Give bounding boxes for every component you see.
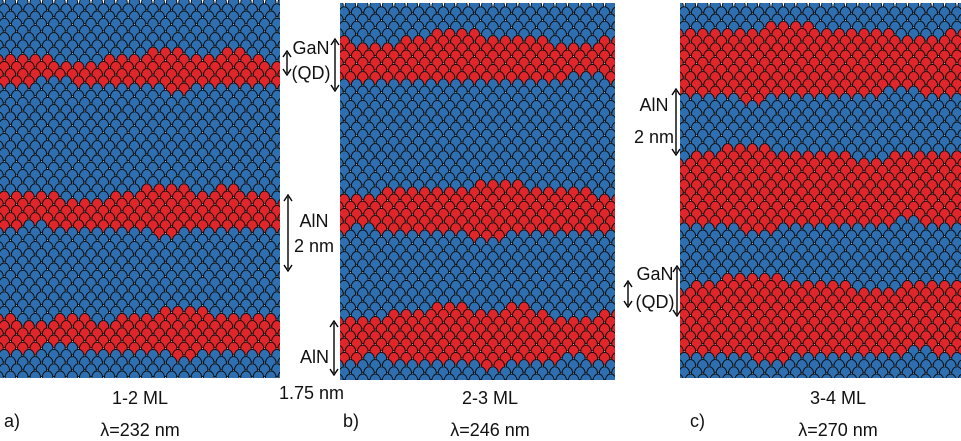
aln-atom [178, 370, 190, 378]
panel-c-wavelength: λ=270 nm [798, 420, 878, 440]
aln-atom [17, 370, 29, 378]
aln-atom [369, 373, 381, 380]
aln-atom [543, 373, 555, 380]
thickness-label: 2 nm [633, 127, 675, 147]
aln-atom [555, 373, 567, 380]
aln-label: AlN [299, 211, 329, 231]
panel-c-ml: 3-4 ML [809, 388, 867, 408]
aln-atom [128, 370, 141, 378]
aln-bottom-arrow [329, 320, 339, 376]
gan-qd-label-a: GaN (QD) [288, 38, 334, 83]
aln-atom [394, 373, 406, 380]
panel-b-letter: b) [343, 411, 360, 431]
panel-b-lattice [340, 3, 615, 380]
aln-atom [481, 373, 493, 380]
aln-atom [567, 373, 580, 380]
aln-atom [340, 373, 344, 380]
aln-atom [277, 371, 280, 378]
aln-atom [505, 373, 518, 380]
aln-atom [165, 370, 178, 378]
gan-label: GaN [292, 38, 330, 58]
gan-qd-arrow-a-right [330, 38, 340, 92]
aln-atom [530, 373, 543, 380]
aln-atom [468, 373, 481, 380]
aln-atom [29, 370, 41, 378]
aln-atom [116, 370, 128, 378]
aln-atom [518, 373, 530, 380]
aln-2nm-arrow-c [671, 88, 681, 156]
gan-qd-arrow-c-right [672, 265, 682, 317]
aln-atom [215, 370, 227, 378]
aln-atom [141, 370, 153, 378]
aln-atom [443, 373, 456, 380]
aln-atom [381, 373, 394, 380]
panel-a-lattice [0, 0, 280, 378]
aln-atom [0, 370, 4, 378]
aln-atom [406, 373, 419, 380]
aln-atom [456, 373, 468, 380]
qd-label: (QD) [291, 63, 331, 83]
panel-b-ml: 2-3 ML [461, 388, 519, 408]
gan-qd-arrow-c-left [623, 280, 633, 308]
aln-atom [252, 370, 265, 378]
aln-atom [66, 370, 79, 378]
aln-atom [227, 370, 240, 378]
thickness-label: 2 nm [293, 236, 335, 256]
atom-grid [680, 3, 961, 378]
atom-grid [0, 0, 280, 378]
aln-label: AlN [639, 95, 669, 115]
aln-atom [91, 370, 103, 378]
aln-bottom-label: AlN [300, 347, 330, 367]
aln-2nm-label-c: AlN 2 nm [632, 95, 676, 147]
aln-atom [580, 373, 592, 380]
aln-atom [103, 370, 116, 378]
panel-a-letter: a) [4, 411, 21, 431]
aln-2nm-label-a: AlN 2 nm [292, 211, 336, 256]
lattice-a [0, 0, 280, 378]
aln-atom [153, 370, 165, 378]
aln-atom [592, 373, 605, 380]
panel-a-ml: 1-2 ML [111, 388, 169, 408]
aln-atom [357, 373, 369, 380]
aln-atom [344, 373, 357, 380]
aln-atom [240, 370, 252, 378]
panel-b-wavelength: λ=246 nm [450, 420, 530, 440]
panel-a-wavelength: λ=232 nm [100, 420, 180, 440]
aln-atom [493, 373, 505, 380]
aln-atom [203, 370, 215, 378]
aln-atom [431, 373, 443, 380]
aln-atom [41, 370, 54, 378]
aln-atom [265, 370, 277, 378]
aln-atom [79, 370, 91, 378]
panel-c-letter: c) [690, 411, 705, 431]
aln-atom [54, 370, 66, 378]
atom-grid [340, 3, 615, 380]
aln-atom [190, 370, 203, 378]
lattice-c [680, 3, 961, 378]
aln-atom [605, 373, 615, 380]
gan-qd-arrow-a [282, 50, 292, 76]
lattice-b [340, 3, 615, 380]
panel-c-lattice [680, 3, 961, 378]
aln-atom [4, 370, 17, 378]
aln-atom [419, 373, 431, 380]
aln-bottom-thickness: 1.75 nm [279, 383, 345, 403]
